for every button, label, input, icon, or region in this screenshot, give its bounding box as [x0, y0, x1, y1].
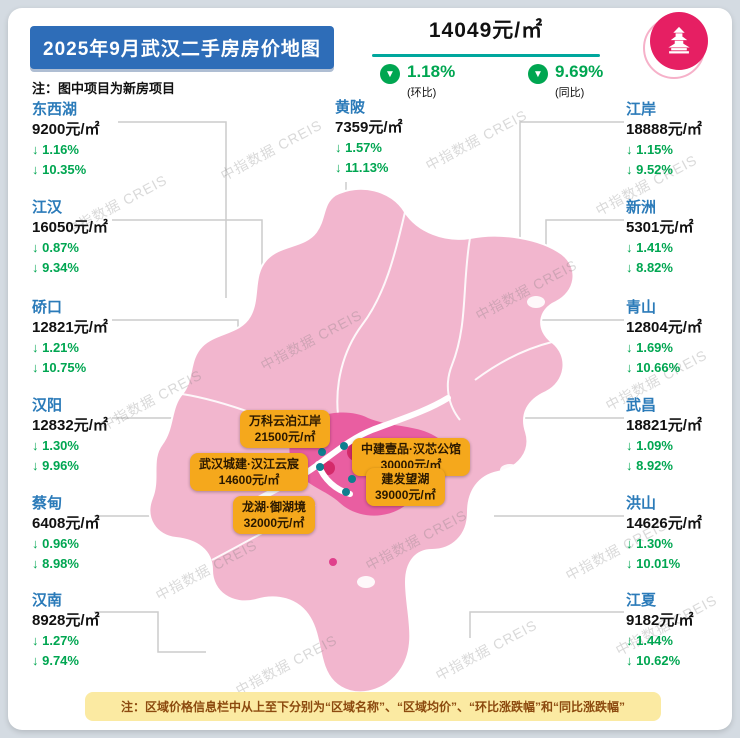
district-block-dongxihu: 东西湖 9200元/㎡ ↓ 1.16% ↓ 10.35% [32, 100, 162, 180]
district-name: 江夏 [626, 592, 657, 609]
district-mom-change: ↓ 1.44% [626, 633, 673, 648]
district-yoy-change: ↓ 10.01% [626, 556, 681, 571]
project-price: 39000元/㎡ [375, 488, 436, 502]
district-yoy-change: ↓ 8.98% [32, 556, 79, 571]
district-yoy-change: ↓ 10.62% [626, 653, 681, 668]
mom-stat: ▼ 1.18% (环比) [380, 62, 455, 100]
yoy-value: 9.69% [555, 62, 604, 81]
district-mom-change: ↓ 1.15% [626, 142, 673, 157]
district-name: 江岸 [626, 101, 657, 118]
district-block-huangpi: 黄陂 7359元/㎡ ↓ 1.57% ↓ 11.13% [335, 98, 465, 178]
district-name: 青山 [626, 299, 657, 316]
project-price: 32000元/㎡ [243, 516, 305, 530]
district-yoy-change: ↓ 10.35% [32, 162, 87, 177]
district-name: 汉阳 [32, 397, 63, 414]
district-price: 12804元/㎡ [626, 319, 702, 336]
district-yoy-change: ↓ 8.92% [626, 458, 673, 473]
district-price: 9182元/㎡ [626, 612, 694, 629]
district-block-qingshan: 青山 12804元/㎡ ↓ 1.69% ↓ 10.66% [626, 298, 740, 378]
district-mom-change: ↓ 0.96% [32, 536, 79, 551]
district-yoy-change: ↓ 10.66% [626, 360, 681, 375]
project-callout-longhu: 龙湖·御湖境 32000元/㎡ [233, 496, 315, 534]
lakes [357, 296, 545, 614]
district-name: 江汉 [32, 199, 63, 216]
pagoda-icon [668, 26, 690, 54]
district-mom-change: ↓ 1.57% [335, 140, 382, 155]
district-price: 9200元/㎡ [32, 121, 100, 138]
district-name: 硚口 [32, 299, 63, 316]
district-price: 8928元/㎡ [32, 612, 100, 629]
district-block-xinzhou: 新洲 5301元/㎡ ↓ 1.41% ↓ 8.82% [626, 198, 740, 278]
district-mom-change: ↓ 1.09% [626, 438, 673, 453]
district-yoy-change: ↓ 9.74% [32, 653, 79, 668]
district-price: 18888元/㎡ [626, 121, 702, 138]
district-mom-change: ↓ 1.21% [32, 340, 79, 355]
header-underline [372, 54, 600, 57]
down-arrow-icon: ▼ [528, 64, 548, 84]
district-mom-change: ↓ 1.69% [626, 340, 673, 355]
project-name: 龙湖·御湖境 [242, 500, 306, 514]
district-name: 黄陂 [335, 99, 366, 116]
district-mom-change: ↓ 0.87% [32, 240, 79, 255]
project-price: 14600元/㎡ [218, 473, 280, 487]
district-block-caidian: 蔡甸 6408元/㎡ ↓ 0.96% ↓ 8.98% [32, 494, 162, 574]
district-mom-change: ↓ 1.41% [626, 240, 673, 255]
project-price: 21500元/㎡ [254, 430, 316, 444]
district-block-jianghan: 江汉 16050元/㎡ ↓ 0.87% ↓ 9.34% [32, 198, 162, 278]
district-yoy-change: ↓ 9.34% [32, 260, 79, 275]
district-price: 7359元/㎡ [335, 119, 403, 136]
district-block-jiangan: 江岸 18888元/㎡ ↓ 1.15% ↓ 9.52% [626, 100, 740, 180]
project-callout-jianfa: 建发望湖 39000元/㎡ [366, 468, 445, 506]
zhongzhi-creis-logo [643, 12, 708, 79]
city-average-price: 14049元/㎡ [428, 19, 544, 42]
district-price: 18821元/㎡ [626, 417, 702, 434]
district-yoy-change: ↓ 9.52% [626, 162, 673, 177]
district-yoy-change: ↓ 11.13% [335, 160, 389, 175]
project-location-dots [316, 442, 356, 496]
district-block-hongshan: 洪山 14626元/㎡ ↓ 1.30% ↓ 10.01% [626, 494, 740, 574]
district-name: 新洲 [626, 199, 657, 216]
district-price: 12832元/㎡ [32, 417, 108, 434]
district-mom-change: ↓ 1.30% [626, 536, 673, 551]
district-name: 汉南 [32, 592, 63, 609]
district-block-qiaokou: 硚口 12821元/㎡ ↓ 1.21% ↓ 10.75% [32, 298, 162, 378]
district-block-wuchang: 武昌 18821元/㎡ ↓ 1.09% ↓ 8.92% [626, 396, 740, 476]
yoy-stat: ▼ 9.69% (同比) [528, 62, 603, 100]
district-price: 14626元/㎡ [626, 515, 702, 532]
project-name: 中建壹品·汉芯公馆 [361, 442, 461, 456]
district-yoy-change: ↓ 8.82% [626, 260, 673, 275]
district-mom-change: ↓ 1.30% [32, 438, 79, 453]
project-name: 建发望湖 [381, 472, 430, 486]
page-title: 2025年9月武汉二手房房价地图 [30, 26, 334, 69]
project-callout-wanke: 万科云泊江岸 21500元/㎡ [240, 410, 331, 448]
mom-label: (环比) [407, 87, 437, 99]
district-block-jiangxia: 江夏 9182元/㎡ ↓ 1.44% ↓ 10.62% [626, 591, 740, 671]
header-note: 注：图中项目为新房项目 [32, 81, 176, 96]
down-arrow-icon: ▼ [380, 64, 400, 84]
district-price: 12821元/㎡ [32, 319, 108, 336]
project-name: 万科云泊江岸 [249, 414, 322, 428]
district-name: 武昌 [626, 397, 657, 414]
district-price: 16050元/㎡ [32, 219, 108, 236]
mom-value: 1.18% [407, 62, 456, 81]
district-yoy-change: ↓ 10.75% [32, 360, 87, 375]
district-block-hanyang: 汉阳 12832元/㎡ ↓ 1.30% ↓ 9.96% [32, 396, 162, 476]
yoy-label: (同比) [555, 87, 585, 99]
district-name: 洪山 [626, 495, 657, 512]
footer-note: 注：区域价格信息栏中从上至下分别为“区域名称”、“区域均价”、“环比涨跌幅”和“… [85, 692, 661, 721]
district-name: 东西湖 [32, 101, 78, 118]
district-price: 6408元/㎡ [32, 515, 100, 532]
map-small-marker [329, 558, 337, 566]
district-yoy-change: ↓ 9.96% [32, 458, 79, 473]
district-mom-change: ↓ 1.27% [32, 633, 79, 648]
project-callout-chengjian: 武汉城建·汉江云宸 14600元/㎡ [190, 453, 308, 491]
district-mom-change: ↓ 1.16% [32, 142, 79, 157]
project-name: 武汉城建·汉江云宸 [199, 457, 299, 471]
district-name: 蔡甸 [32, 495, 63, 512]
district-block-hannan: 汉南 8928元/㎡ ↓ 1.27% ↓ 9.74% [32, 591, 162, 671]
district-price: 5301元/㎡ [626, 219, 694, 236]
